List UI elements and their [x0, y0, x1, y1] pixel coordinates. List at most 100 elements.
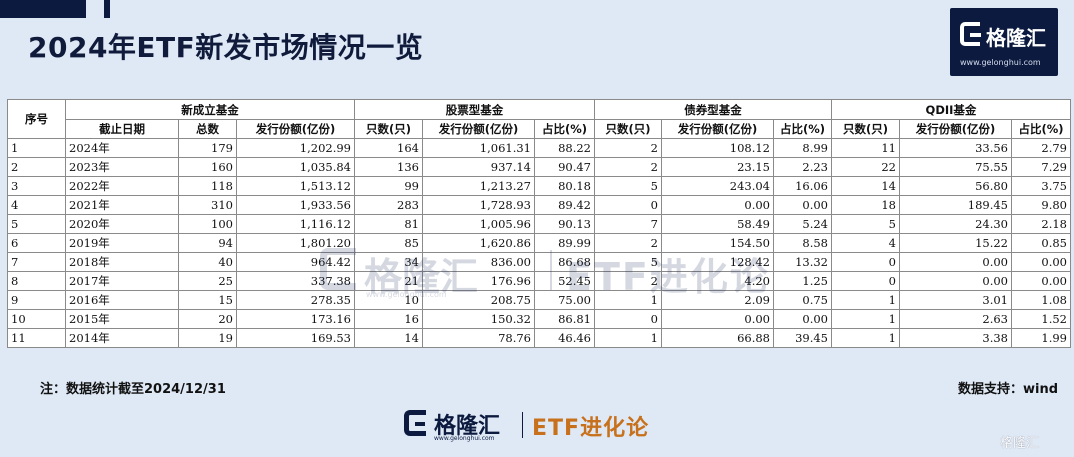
table-cell: 2.18: [1011, 214, 1071, 234]
table-cell: 243.04: [661, 176, 774, 196]
table-cell: 128.42: [661, 252, 774, 272]
table-cell: 1: [831, 328, 900, 348]
table-cell: 169.53: [236, 328, 355, 348]
table-cell: 2.63: [899, 309, 1012, 329]
table-cell: 40: [178, 252, 237, 272]
table-row: 4 2021年 310 1,933.56 283 1,728.93 89.42 0 0.00 0.…: [7, 195, 1071, 215]
table-cell: 100: [178, 214, 237, 234]
table-cell: 964.42: [236, 252, 355, 272]
table-cell: 24.30: [899, 214, 1012, 234]
table-cell: 8: [7, 271, 66, 291]
table-cell: 2: [594, 271, 662, 291]
table-cell: 15: [178, 290, 237, 310]
table-row: 6 2019年 94 1,801.20 85 1,620.86 89.99 2 154.50 8.…: [7, 233, 1071, 253]
table-cell: 1: [831, 309, 900, 329]
table-cell: 10: [354, 290, 423, 310]
table-cell: 7: [594, 214, 662, 234]
table-cell: 3.38: [899, 328, 1012, 348]
table-cell: 0: [831, 271, 900, 291]
table-cell: 19: [178, 328, 237, 348]
table-cell: 2023年: [65, 157, 179, 177]
table-cell: 46.46: [534, 328, 595, 348]
subheader-cell: 发行份额(亿份): [899, 119, 1012, 139]
table-cell: 160: [178, 157, 237, 177]
table-cell: 90.47: [534, 157, 595, 177]
table-cell: 1: [594, 290, 662, 310]
header-new-funds: 新成立基金: [65, 99, 355, 120]
table-cell: 1,933.56: [236, 195, 355, 215]
subheader-cell: 总数: [178, 119, 237, 139]
table-cell: 1,213.27: [422, 176, 535, 196]
table-cell: 310: [178, 195, 237, 215]
table-cell: 1,202.99: [236, 138, 355, 158]
table-cell: 7: [7, 252, 66, 272]
table-row: 11 2014年 19 169.53 14 78.76 46.46 1 66.88 39.45 1 3…: [7, 328, 1071, 348]
footer-url-text: www.gelonghui.com: [434, 435, 495, 442]
table-cell: 56.80: [899, 176, 1012, 196]
table-cell: 81: [354, 214, 423, 234]
subheader-cell: 占比(%): [773, 119, 832, 139]
table-cell: 2.23: [773, 157, 832, 177]
table-cell: 2019年: [65, 233, 179, 253]
table-cell: 0.00: [1011, 252, 1071, 272]
table-cell: 5: [594, 252, 662, 272]
table-cell: 108.12: [661, 138, 774, 158]
table-cell: 8.58: [773, 233, 832, 253]
table-cell: 85: [354, 233, 423, 253]
subheader-cell: 发行份额(亿份): [422, 119, 535, 139]
table-cell: 6: [7, 233, 66, 253]
table-row: 9 2016年 15 278.35 10 208.75 75.00 1 2.09 0.75 1 3.0…: [7, 290, 1071, 310]
subheader-cell: 占比(%): [1011, 119, 1071, 139]
table-row: 1 2024年 179 1,202.99 164 1,061.31 88.22 2 108.12…: [7, 138, 1071, 158]
table-cell: 0.00: [1011, 271, 1071, 291]
subheader-cell: 发行份额(亿份): [236, 119, 355, 139]
footer-logo-icon: [404, 410, 426, 436]
table-cell: 33.56: [899, 138, 1012, 158]
table-cell: 66.88: [661, 328, 774, 348]
table-cell: 2014年: [65, 328, 179, 348]
table-cell: 3.01: [899, 290, 1012, 310]
table-cell: 5: [831, 214, 900, 234]
table-cell: 2018年: [65, 252, 179, 272]
table-cell: 4.20: [661, 271, 774, 291]
subheader-cell: 只数(只): [594, 119, 662, 139]
table-cell: 0.00: [661, 195, 774, 215]
table-cell: 0.75: [773, 290, 832, 310]
table-cell: 1,005.96: [422, 214, 535, 234]
subheader-cell: 截止日期: [65, 119, 179, 139]
table-cell: 4: [7, 195, 66, 215]
table-cell: 0.00: [773, 309, 832, 329]
table-cell: 8.99: [773, 138, 832, 158]
table-cell: 937.14: [422, 157, 535, 177]
subheader-cell: 只数(只): [831, 119, 900, 139]
table-cell: 86.68: [534, 252, 595, 272]
table-cell: 16: [354, 309, 423, 329]
table-cell: 10: [7, 309, 66, 329]
table-cell: 2022年: [65, 176, 179, 196]
corner-watermark: 格隆汇: [1000, 436, 1040, 451]
table-cell: 14: [831, 176, 900, 196]
table-cell: 136: [354, 157, 423, 177]
table-cell: 16.06: [773, 176, 832, 196]
table-cell: 278.35: [236, 290, 355, 310]
footer-etf-text: ETF进化论: [532, 416, 650, 441]
logo-url-text: www.gelonghui.com: [960, 58, 1041, 67]
table-cell: 4: [831, 233, 900, 253]
table-cell: 2021年: [65, 195, 179, 215]
table-row: 10 2015年 20 173.16 16 150.32 86.81 0 0.00 0.00 1 2.…: [7, 309, 1071, 329]
table-row: 8 2017年 25 337.38 21 176.96 52.45 2 4.20 1.25 0 0.0…: [7, 271, 1071, 291]
table-cell: 0.00: [661, 309, 774, 329]
table-cell: 11: [831, 138, 900, 158]
table-cell: 13.32: [773, 252, 832, 272]
table-cell: 3.75: [1011, 176, 1071, 196]
table-cell: 1,728.93: [422, 195, 535, 215]
table-cell: 78.76: [422, 328, 535, 348]
table-row: 2 2023年 160 1,035.84 136 937.14 90.47 2 23.15 2.2…: [7, 157, 1071, 177]
table-cell: 9: [7, 290, 66, 310]
table-cell: 173.16: [236, 309, 355, 329]
table-cell: 0.85: [1011, 233, 1071, 253]
subheader-cell: 发行份额(亿份): [661, 119, 774, 139]
footer-brand-text: 格隆汇: [434, 414, 501, 439]
table-cell: 0: [594, 309, 662, 329]
table-cell: 2015年: [65, 309, 179, 329]
